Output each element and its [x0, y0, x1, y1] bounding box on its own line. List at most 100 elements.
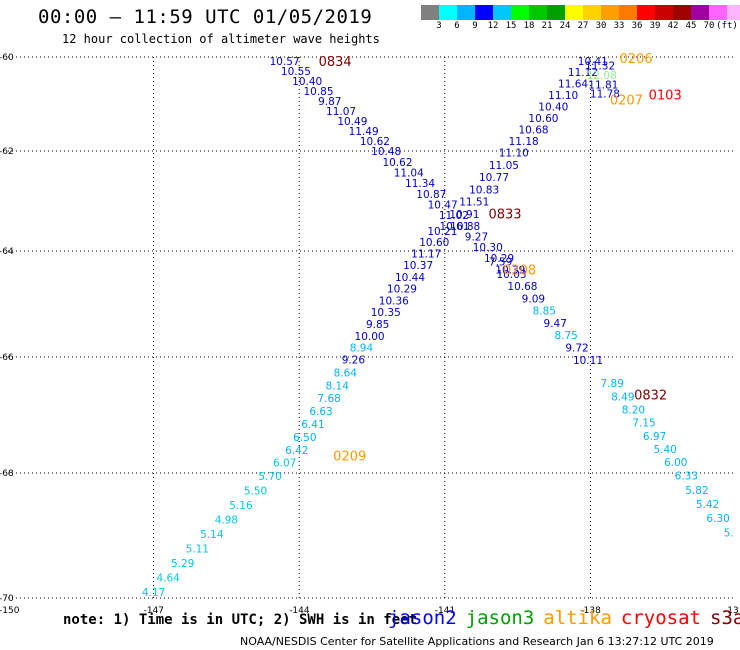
wave-height-value: 6.97 — [643, 431, 666, 443]
wave-height-value: 8.14 — [326, 380, 350, 392]
wave-height-value: 9.09 — [522, 293, 545, 305]
color-swatch — [529, 5, 547, 20]
color-swatch — [439, 5, 457, 20]
wave-height-value: 9.72 — [565, 342, 588, 354]
wave-height-value: 11.10 — [548, 90, 578, 102]
wave-height-value: 11.02 — [439, 210, 469, 222]
legend-item-jason3: jason3 — [465, 607, 535, 629]
y-tick-label: -68 — [0, 469, 14, 479]
wave-height-value: 8.20 — [622, 404, 645, 416]
wave-height-value: 5.16 — [229, 500, 253, 512]
wave-height-value: 9.87 — [318, 96, 341, 108]
wave-height-value: 4.64 — [156, 572, 180, 584]
wave-height-value: 11.17 — [411, 248, 441, 260]
wave-height-value: 6.41 — [301, 419, 324, 431]
color-swatch — [673, 5, 691, 20]
wave-height-value: 5.70 — [258, 471, 281, 483]
wave-height-value: 6.42 — [285, 445, 308, 457]
wave-height-value: 5. — [724, 527, 734, 539]
wave-height-value: 11.78 — [590, 89, 620, 101]
wave-height-value: 6.00 — [664, 457, 687, 469]
pass-time-label: 0208 — [503, 264, 536, 279]
page-title: 00:00 – 11:59 UTC 01/05/2019 — [38, 6, 373, 28]
color-swatch — [601, 5, 619, 20]
color-swatch — [727, 5, 740, 20]
color-scale-label: 6 — [454, 21, 460, 31]
wave-height-value: 11.34 — [405, 178, 435, 190]
pass-time-label: 0103 — [649, 89, 682, 104]
legend-item-jason2: jason2 — [388, 607, 457, 629]
wave-height-value: 10.29 — [484, 253, 514, 265]
wave-height-value: 10.39 — [495, 265, 525, 277]
legend-item-s3a: s3a — [710, 607, 740, 629]
wave-height-value: 8.94 — [350, 343, 374, 355]
wave-height-value: 4.98 — [215, 515, 238, 527]
wave-height-value: 6.50 — [293, 432, 316, 444]
y-tick-label: -62 — [0, 147, 14, 157]
wave-height-value: 10.00 — [355, 331, 385, 343]
color-scale-labels: 3 6 9 12 15 18 21 24 27 30 33 36 39 42 45 70 (ft) — [421, 21, 740, 33]
wave-height-value: 7.15 — [632, 418, 655, 430]
pass-time-label: 0834 — [319, 55, 352, 70]
wave-height-value: 10.77 — [479, 172, 509, 184]
wave-height-value: 7.89 — [601, 378, 624, 390]
wave-height-value: 5.14 — [200, 529, 224, 541]
wave-height-value: 9.27 — [465, 231, 488, 243]
color-swatch — [655, 5, 673, 20]
wave-height-value: 6.63 — [309, 406, 332, 418]
color-swatch — [565, 5, 583, 20]
wave-height-value: 10.88 — [450, 221, 480, 233]
wave-height-value: 11.05 — [489, 160, 519, 172]
wave-height-value: 8.49 — [611, 391, 634, 403]
y-tick-label: -70 — [0, 594, 14, 604]
wave-height-value: 10.83 — [469, 184, 499, 196]
wave-height-value: 10.40 — [538, 102, 568, 114]
wave-height-value: 10.30 — [473, 242, 503, 254]
color-scale-label: 70 — [703, 21, 715, 31]
y-tick-label: -64 — [0, 247, 14, 257]
wave-height-value: 4.17 — [142, 587, 165, 599]
x-tick-label: -13 — [724, 606, 739, 616]
wave-height-value: 10.11 — [573, 355, 603, 367]
wave-height-value: 10.47 — [428, 199, 458, 211]
credit-line: NOAA/NESDIS Center for Satellite Applica… — [240, 635, 714, 648]
color-swatch — [421, 5, 439, 20]
wave-height-value: 10.60 — [419, 237, 449, 249]
wave-height-value: 10.21 — [427, 226, 457, 238]
wave-height-value: 10.68 — [519, 125, 549, 137]
color-scale-label: 33 — [613, 21, 625, 31]
wave-height-value: 8.85 — [533, 306, 556, 318]
wave-height-value: 10.62 — [360, 136, 390, 148]
wave-height-value: 10.03 — [497, 269, 527, 281]
wave-height-value: 7.59 — [489, 257, 512, 269]
x-tick-label: -138 — [580, 606, 601, 616]
wave-height-value: 6.33 — [675, 471, 698, 483]
color-scale-label: 21 — [541, 21, 553, 31]
color-scale-label: 3 — [436, 21, 442, 31]
wave-height-value: 6.07 — [273, 458, 296, 470]
wave-height-value: 11.12 — [568, 67, 598, 79]
wave-height-value: 5.82 — [685, 485, 708, 497]
wave-height-value: 10.57 — [270, 56, 300, 68]
wave-height-value: 10.85 — [303, 86, 333, 98]
color-swatch — [637, 5, 655, 20]
pass-time-labels: 0834 0206 0207 0103 0833 0208 0832 0209 — [319, 52, 682, 465]
wave-height-value: 11.10 — [499, 148, 529, 160]
wave-height-value: 5.29 — [171, 558, 194, 570]
wave-height-value: 10.48 — [371, 146, 401, 158]
pass-time-label: 0209 — [333, 450, 366, 465]
wave-height-value: 10.44 — [395, 272, 425, 284]
wave-height-value: 10.55 — [281, 66, 311, 78]
track-altika: 6.075.70 5.50 5.16 4.98 5.14 5.11 5.29 4.64 4.17 — [142, 458, 296, 599]
color-scale-label: 30 — [595, 21, 607, 31]
wave-height-value: 5.40 — [653, 444, 676, 456]
wave-height-value: 10.91 — [449, 209, 479, 221]
wave-height-value: 10.35 — [371, 307, 401, 319]
color-scale-label: 45 — [685, 21, 697, 31]
wave-height-value: 5.11 — [186, 543, 209, 555]
wave-height-value: 10.29 — [387, 284, 417, 296]
pass-time-label: 0207 — [610, 93, 643, 108]
wave-height-value: 11.64 — [558, 79, 588, 91]
color-scale-label: 27 — [577, 21, 589, 31]
